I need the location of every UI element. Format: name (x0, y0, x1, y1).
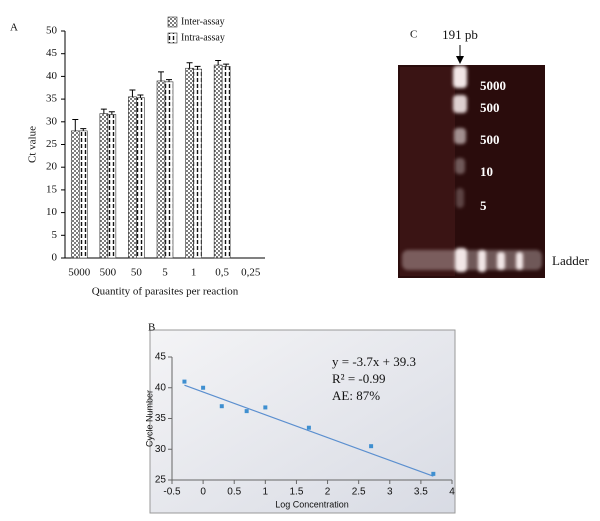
point (182, 379, 187, 384)
annotation: y = -3.7x + 39.3 (332, 354, 416, 369)
panel-label: A (10, 22, 18, 34)
error-bar (100, 108, 107, 114)
y-tick-label: 30 (155, 444, 167, 455)
x-tick-label: -0.5 (163, 487, 181, 498)
legend-swatch (167, 32, 178, 44)
error-bar (158, 71, 164, 81)
bar (193, 68, 202, 259)
y-tick-label: 10 (46, 206, 58, 218)
bar (185, 67, 194, 259)
error-bar (137, 94, 144, 98)
band-label: 500 (480, 100, 500, 115)
band-label: 500 (480, 132, 500, 147)
x-tick-label: 2 (325, 487, 331, 498)
y-tick-label: 15 (46, 183, 58, 195)
panel-b-frame (149, 329, 456, 514)
y-tick-label: 40 (46, 70, 58, 82)
error-bar (129, 89, 136, 97)
y-tick-label: 35 (155, 413, 167, 424)
point (244, 409, 249, 414)
gel: C 191 pb Ladder (398, 27, 589, 278)
x-tick-label: 1 (191, 267, 197, 279)
y-tick-label: 20 (46, 161, 58, 173)
error-bar (72, 119, 79, 131)
band-label: 5000 (480, 78, 506, 93)
y-tick-label: 50 (46, 25, 58, 37)
bar (107, 114, 117, 259)
error-bar (80, 128, 87, 131)
x-tick-label: 1 (263, 487, 269, 498)
bar (128, 96, 137, 259)
gel-lane (400, 67, 455, 276)
legend-swatch (167, 16, 178, 28)
point (306, 425, 311, 430)
y-tick-label: 5 (52, 229, 58, 241)
error-bar (194, 65, 201, 70)
x-axis-label: Log Concentration (275, 499, 349, 509)
y-axis-label: Ct value (27, 126, 39, 163)
arrow-head (456, 56, 464, 64)
x-tick-label: 3.5 (414, 487, 428, 498)
y-tick-label: 45 (155, 352, 167, 363)
y-tick-label: 25 (46, 138, 58, 150)
bar (136, 97, 145, 259)
panel-label: B (148, 322, 155, 334)
panel-label: C (410, 29, 417, 41)
x-tick-label: 0.5 (227, 487, 241, 498)
marker-label: 191 pb (442, 27, 478, 42)
error-bar (223, 63, 230, 67)
x-tick-label: 3 (387, 487, 393, 498)
band-label: 10 (480, 164, 493, 179)
y-tick-label: 30 (46, 115, 58, 127)
y-tick-label: 35 (46, 93, 58, 105)
x-tick-label: 2.5 (352, 487, 366, 498)
bar (78, 130, 88, 259)
error-bar (215, 60, 222, 66)
gel-bands (402, 66, 542, 272)
x-tick-label: 50 (131, 267, 143, 279)
point (201, 385, 206, 390)
bar (164, 81, 174, 259)
bar (156, 80, 166, 259)
x-tick-label: 500 (100, 267, 117, 279)
point (219, 404, 224, 409)
y-tick-label: 25 (155, 475, 167, 486)
x-tick-label: 0,25 (241, 267, 261, 279)
annotation: R² = -0.99 (332, 371, 385, 386)
y-tick-label: 40 (155, 382, 167, 393)
point (369, 444, 374, 449)
y-tick-label: 45 (46, 47, 58, 59)
error-bar (166, 79, 172, 82)
point (431, 471, 436, 476)
bar (213, 64, 223, 259)
x-tick-label: 0 (200, 487, 206, 498)
y-tick-label: 0 (52, 252, 58, 264)
bar (99, 113, 109, 259)
x-tick-label: 4 (449, 487, 455, 498)
x-axis-label: Quantity of parasites per reaction (92, 286, 239, 298)
point (263, 405, 268, 410)
error-bar (186, 62, 193, 69)
x-tick-label: 5 (162, 267, 168, 279)
bar (70, 130, 80, 259)
x-tick-label: 5000 (68, 267, 91, 279)
legend-label: Intra-assay (181, 32, 225, 43)
ladder-label: Ladder (552, 253, 589, 268)
band-label: 5 (480, 198, 487, 213)
bar (221, 66, 231, 259)
annotation: AE: 87% (332, 388, 380, 403)
x-tick-label: 0,5 (215, 267, 229, 279)
legend-label: Inter-assay (181, 16, 225, 27)
x-tick-label: 1.5 (289, 487, 303, 498)
y-axis-label: Cycle Number (144, 390, 154, 447)
trendline (184, 384, 434, 477)
error-bar (108, 111, 115, 115)
